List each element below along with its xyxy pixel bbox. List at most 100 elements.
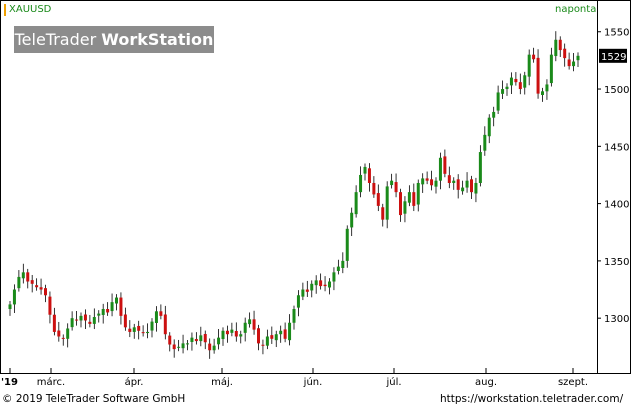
candle [225,325,229,343]
candle [52,307,56,336]
candle [549,47,553,87]
candle [181,334,185,354]
candle [310,280,314,298]
candle [505,83,509,96]
candle [301,282,305,301]
candle [407,185,411,207]
candle [554,31,558,62]
workstation-logo: TeleTrader WorkStation [14,26,214,53]
candle [119,292,123,325]
candle [487,114,491,144]
candle [323,276,327,292]
candle [88,314,92,328]
candle [514,72,518,86]
candle [115,294,118,311]
candle [399,188,402,222]
candle [212,338,216,354]
candle [345,225,349,268]
x-tick-label: jún. [303,376,323,388]
candle [509,72,513,94]
candle [558,36,562,57]
candle [92,308,96,330]
candle [190,332,194,351]
candle [217,329,221,350]
candle [70,311,74,331]
candle [381,203,385,227]
candle [194,332,198,345]
candle [35,278,39,291]
candle [123,307,127,331]
x-tick-label: ápr. [125,376,144,388]
candle [332,267,336,291]
candle [79,312,83,328]
candle [234,322,238,342]
candle [101,303,105,324]
candle [75,310,79,326]
candle [168,332,172,352]
candle [150,318,154,338]
candle [8,300,12,316]
candle [230,322,234,337]
candle [305,280,309,297]
x-tick-label: '19 [1,377,18,388]
candle [354,185,358,218]
x-tick-label: júl. [385,376,401,388]
y-tick-label: 1500 [604,85,629,96]
candle [536,49,540,99]
candle [563,43,567,67]
period-label[interactable]: naponta [555,4,597,15]
candle [154,306,158,332]
candle [523,71,527,95]
candle [496,85,500,115]
candle [270,326,274,344]
candle [425,171,429,185]
candle [328,278,331,295]
candle [159,304,163,320]
candle [443,149,447,178]
candle [199,326,203,347]
last-price-badge [599,48,627,63]
candle [252,310,256,335]
candle [186,339,189,351]
candle [97,310,101,323]
workstation-link[interactable]: https://workstation.teletrader.com/ [440,393,624,405]
candle [336,259,340,275]
candle [452,177,456,190]
candle [128,320,132,338]
candle [532,47,536,63]
symbol-label[interactable]: XAUUSD [4,4,51,16]
candle [274,330,278,348]
candle [576,52,580,68]
candle [26,268,30,289]
candle [394,173,398,198]
candle [110,293,114,317]
candle [66,323,70,348]
y-tick-label: 1450 [604,142,629,153]
candle [257,324,260,351]
candle [403,196,407,223]
candle [372,176,376,198]
candle [132,323,136,339]
x-tick-label: máj. [211,376,233,388]
candle [341,252,345,274]
candle [434,177,438,194]
candle [363,163,367,181]
copyright-text: © 2019 TeleTrader Software GmbH [2,393,186,405]
candle [208,338,212,359]
candle [243,317,247,342]
candle [350,207,354,237]
candle [474,177,478,203]
candle [478,145,482,187]
y-tick-label: 1550 [604,28,629,39]
candle [492,106,496,127]
candle [57,321,61,342]
candle [461,180,465,195]
candle [17,270,21,292]
candle [39,278,43,295]
candle [61,334,65,346]
candle [48,291,52,324]
y-tick-label: 1400 [604,200,629,211]
candle [456,174,460,199]
candle [12,284,16,314]
